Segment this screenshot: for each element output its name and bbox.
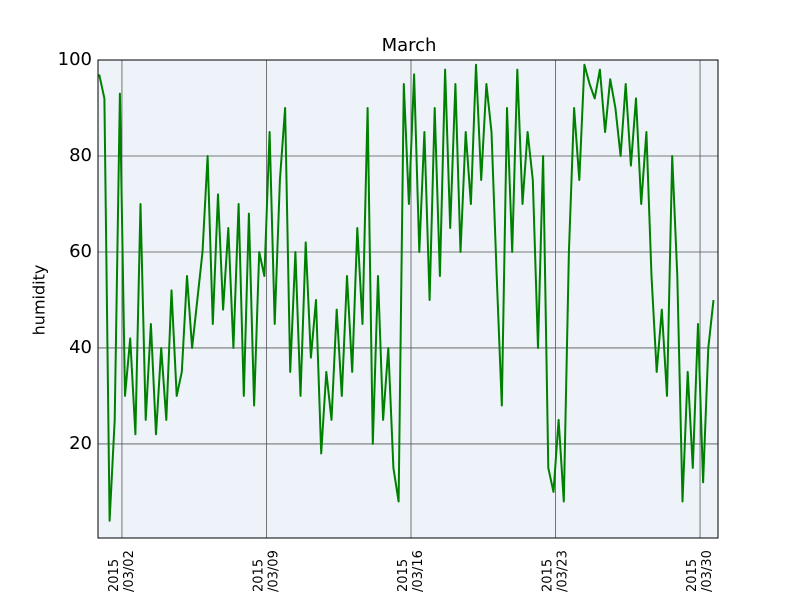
- y-tick-label: 100: [58, 49, 92, 70]
- y-tick-label: 40: [69, 337, 92, 358]
- plot-frame: [97, 59, 719, 539]
- x-tick-label: 2015/03/09: [251, 550, 281, 592]
- x-tick-label: 2015/03/23: [540, 550, 570, 592]
- line-series: [98, 63, 715, 522]
- x-tick-label: 2015/03/30: [685, 550, 715, 592]
- y-tick-label: 80: [69, 145, 92, 166]
- y-tick-label: 60: [69, 241, 92, 262]
- y-tick-label: 20: [69, 433, 92, 454]
- x-tick-label: 2015/03/16: [395, 550, 425, 592]
- plot-area: [98, 60, 718, 538]
- y-axis-label: humidity: [30, 265, 49, 336]
- chart-title: March: [382, 35, 437, 56]
- x-tick-label: 2015/03/02: [106, 550, 136, 592]
